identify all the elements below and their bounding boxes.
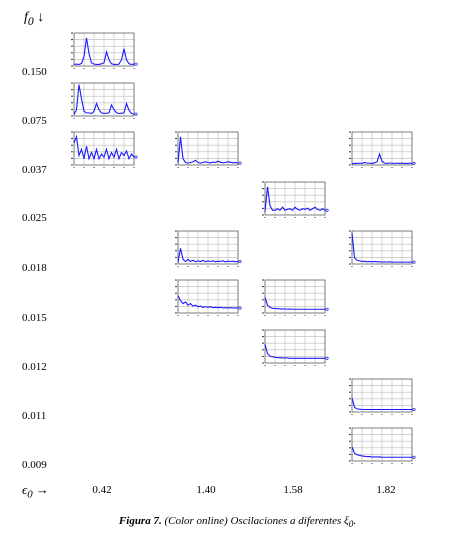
end-marker <box>238 259 242 264</box>
panel-frame <box>264 181 326 216</box>
row-label-0012: 0.012 <box>22 361 47 373</box>
panel-frame <box>73 131 135 166</box>
panel-frame <box>177 131 239 166</box>
row-label-0018: 0.018 <box>22 262 47 274</box>
col-label-140: 1.40 <box>196 484 216 496</box>
panel-0009-182 <box>344 425 416 469</box>
series-line <box>73 37 135 65</box>
panel-0015-158 <box>257 277 329 321</box>
row-label-0011: 0.011 <box>22 410 47 422</box>
end-marker <box>325 208 329 212</box>
panel-svg <box>262 279 329 316</box>
panel-frame <box>264 329 326 364</box>
end-marker <box>325 307 329 311</box>
series-line <box>264 344 325 359</box>
x-subscript: 0 <box>27 488 33 501</box>
panel-svg <box>262 329 329 366</box>
panel-svg <box>349 378 416 415</box>
y-symbol: f <box>24 10 28 25</box>
series-line <box>177 248 239 263</box>
panel-0018-182 <box>344 228 416 272</box>
panel-svg <box>349 427 416 464</box>
right-arrow-icon: → <box>35 482 49 497</box>
series-line <box>351 152 413 165</box>
panel-svg <box>262 181 329 218</box>
series-line <box>351 446 412 458</box>
row-label-0009: 0.009 <box>22 459 47 471</box>
series-line <box>177 295 238 309</box>
panel-frame <box>351 378 413 413</box>
panel-frame <box>73 82 135 117</box>
end-marker <box>238 161 242 165</box>
row-label-0150: 0.150 <box>22 66 47 78</box>
row-label-0015: 0.015 <box>22 312 47 324</box>
panel-svg <box>175 230 242 267</box>
x-axis-label: ϵ0 → <box>22 482 49 501</box>
row-label-0037: 0.037 <box>22 164 47 176</box>
panel-svg <box>349 131 416 168</box>
col-label-158: 1.58 <box>283 484 303 496</box>
y-subscript: 0 <box>27 14 34 28</box>
panel-frame <box>351 230 413 265</box>
panel-frame <box>351 131 413 166</box>
panel-svg <box>175 279 242 316</box>
end-marker <box>412 455 416 459</box>
down-arrow-icon: ↓ <box>37 10 45 25</box>
row-label-0025: 0.025 <box>22 212 47 224</box>
row-label-0075: 0.075 <box>22 115 47 127</box>
y-axis-label: f0 ↓ <box>24 10 44 28</box>
end-marker <box>134 62 138 66</box>
panel-0012-158 <box>257 327 329 371</box>
series-line <box>73 134 135 161</box>
panel-svg <box>71 82 138 119</box>
panel-svg <box>349 230 416 267</box>
series-line <box>351 232 412 263</box>
end-marker <box>325 356 329 360</box>
panel-svg <box>175 131 242 168</box>
panel-0011-182 <box>344 376 416 420</box>
series-line <box>351 397 412 411</box>
panel-0037-182 <box>344 129 416 173</box>
panel-0025-158 <box>257 179 329 223</box>
caption-symbol: ξ <box>344 515 349 527</box>
col-label-182: 1.82 <box>376 484 396 496</box>
panel-0075-042 <box>66 80 138 124</box>
panel-0037-042 <box>66 129 138 173</box>
series-line <box>177 136 239 164</box>
figure-caption: Figura 7. (Color online) Oscilaciones a … <box>0 515 475 529</box>
panel-frame <box>177 230 239 265</box>
caption-text: (Color online) Oscilaciones a diferentes <box>164 515 345 527</box>
panel-0018-140 <box>170 228 242 272</box>
end-marker <box>238 306 242 310</box>
end-marker <box>412 260 416 264</box>
caption-sub: 0 <box>348 519 354 530</box>
end-marker <box>134 155 138 159</box>
series-line <box>73 84 135 115</box>
series-line <box>264 297 325 310</box>
caption-suffix: . <box>353 515 357 527</box>
panel-frame <box>73 32 135 67</box>
panel-svg <box>71 32 138 69</box>
caption-prefix: Figura 7. <box>118 515 162 527</box>
panel-0150-042 <box>66 30 138 74</box>
panel-frame <box>351 427 413 462</box>
col-label-042: 0.42 <box>92 484 112 496</box>
end-marker <box>412 161 416 165</box>
end-marker <box>412 407 416 412</box>
panel-frame <box>264 279 326 314</box>
panel-0015-140 <box>170 277 242 321</box>
panel-0037-140 <box>170 129 242 173</box>
end-marker <box>134 112 138 116</box>
series-line <box>264 186 326 212</box>
x-symbol: ϵ <box>22 482 28 497</box>
panel-svg <box>71 131 138 168</box>
